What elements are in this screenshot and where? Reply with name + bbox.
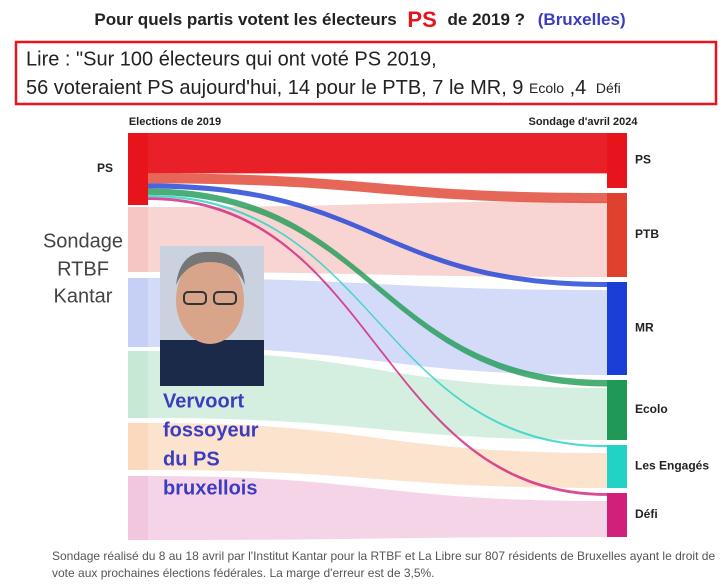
callout-line: Lire : "Sur 100 électeurs qui ont voté P… bbox=[26, 48, 437, 70]
background-flow bbox=[148, 423, 607, 488]
right-node bbox=[607, 380, 627, 440]
right-node bbox=[607, 133, 627, 188]
left-node bbox=[128, 351, 148, 418]
right-node bbox=[607, 445, 627, 488]
target-label: PS bbox=[635, 153, 651, 167]
target-label: Défi bbox=[635, 507, 658, 521]
flow bbox=[148, 133, 607, 174]
flows bbox=[148, 133, 607, 496]
side-text: Sondage bbox=[43, 230, 123, 252]
left-node bbox=[128, 423, 148, 470]
callout-tag: Défi bbox=[596, 80, 621, 96]
callout-text: 56 voteraient PS aujourd'hui, 14 pour le… bbox=[26, 77, 523, 99]
photo bbox=[160, 246, 264, 386]
left-node bbox=[128, 476, 148, 540]
caption: bruxellois bbox=[163, 477, 257, 499]
title-region: (Bruxelles) bbox=[538, 10, 626, 29]
title: Pour quels partis votent les électeurs P… bbox=[94, 7, 625, 32]
side-text: Kantar bbox=[54, 285, 113, 307]
target-label: MR bbox=[635, 321, 654, 335]
caption: du PS bbox=[163, 448, 220, 470]
flow bbox=[148, 183, 607, 288]
right-node bbox=[607, 193, 627, 277]
right-node bbox=[607, 282, 627, 375]
caption: Vervoort bbox=[163, 390, 244, 412]
side-text: RTBF bbox=[57, 258, 109, 280]
callout-text: ,4 bbox=[570, 77, 587, 99]
title-text: Pour quels partis votent les électeurs bbox=[94, 10, 396, 29]
target-label: Les Engagés bbox=[635, 459, 709, 473]
title-text: de 2019 ? bbox=[448, 10, 526, 29]
right-title: Sondage d'avril 2024 bbox=[529, 116, 639, 128]
flow bbox=[148, 197, 607, 496]
flow bbox=[148, 188, 607, 387]
background-flow bbox=[148, 476, 607, 540]
flow bbox=[148, 194, 607, 448]
right-node bbox=[607, 493, 627, 537]
source-label: PS bbox=[97, 161, 113, 175]
callout-box bbox=[14, 40, 718, 106]
title-highlight: PS bbox=[407, 7, 436, 32]
callout-tag: Ecolo bbox=[529, 80, 564, 96]
left-node bbox=[128, 133, 148, 205]
left-title: Elections de 2019 bbox=[129, 116, 221, 128]
footnote: Sondage réalisé du 8 au 18 avril par l'I… bbox=[52, 549, 716, 580]
left-node bbox=[128, 207, 148, 272]
left-node bbox=[128, 278, 148, 347]
caption: fossoyeur bbox=[163, 419, 259, 441]
nodes: PS PTB MR Ecolo Les Engagés Défi bbox=[128, 133, 709, 540]
target-label: PTB bbox=[635, 227, 659, 241]
target-label: Ecolo bbox=[635, 402, 668, 416]
callout-line: 56 voteraient PS aujourd'hui, 14 pour le… bbox=[26, 77, 621, 99]
flow bbox=[148, 173, 607, 204]
